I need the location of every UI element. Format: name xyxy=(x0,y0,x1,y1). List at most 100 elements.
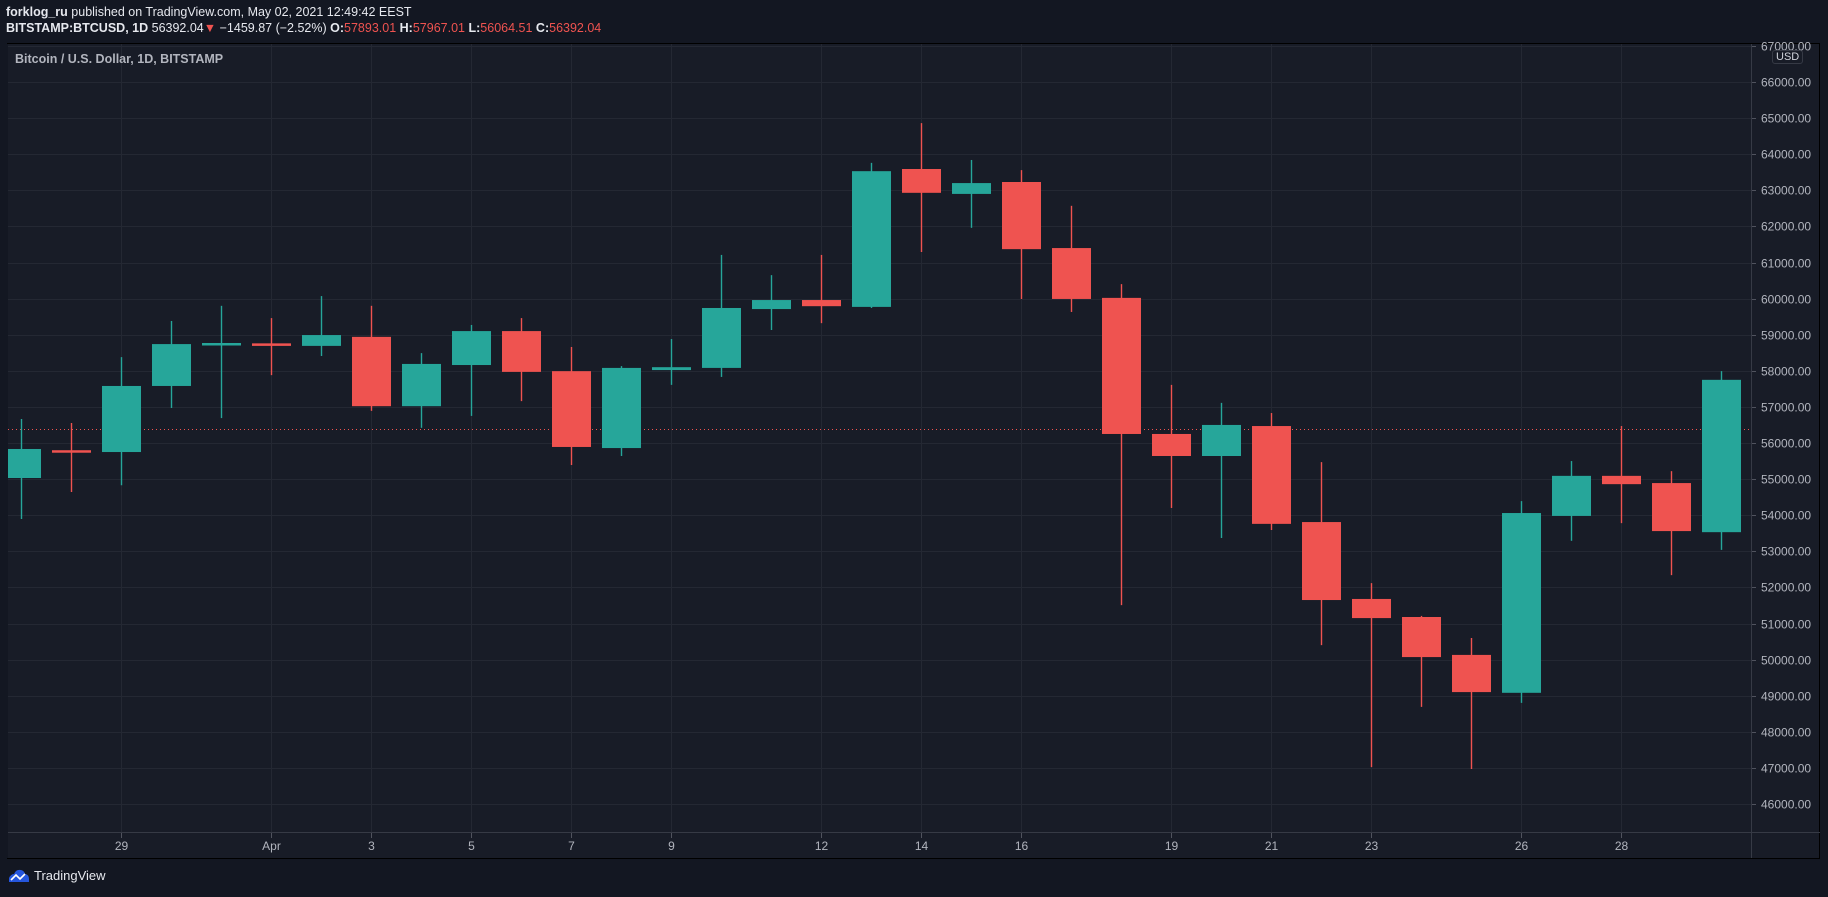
candle[interactable] xyxy=(802,254,841,324)
candle[interactable] xyxy=(52,423,91,492)
candle[interactable] xyxy=(852,162,891,308)
candle[interactable] xyxy=(952,159,991,228)
candle-body xyxy=(652,367,691,371)
time-axis-label: 12 xyxy=(815,839,829,853)
candle[interactable] xyxy=(402,353,441,428)
time-axis-label: 9 xyxy=(668,839,675,853)
candle-body xyxy=(302,335,341,346)
price-axis-label: 64000.00 xyxy=(1761,148,1811,162)
candle[interactable] xyxy=(1352,583,1391,768)
candle-body xyxy=(452,331,491,366)
price-axis-label: 52000.00 xyxy=(1761,581,1811,595)
publish-info: forklog_ru published on TradingView.com,… xyxy=(6,5,412,19)
candle[interactable] xyxy=(752,275,791,331)
candle[interactable] xyxy=(2,418,41,519)
candle[interactable] xyxy=(652,339,691,385)
price-axis-label: 54000.00 xyxy=(1761,509,1811,523)
time-axis-label: 14 xyxy=(915,839,929,853)
candle[interactable] xyxy=(702,254,741,377)
time-axis-label: Apr xyxy=(262,839,281,853)
price-axis-label: 47000.00 xyxy=(1761,762,1811,776)
candle-body xyxy=(352,336,391,407)
open-label: O: xyxy=(330,21,345,35)
candle-body xyxy=(602,367,641,449)
candle[interactable] xyxy=(252,318,291,376)
candle[interactable] xyxy=(302,296,341,356)
chart-title: Bitcoin / U.S. Dollar, 1D, BITSTAMP xyxy=(15,52,224,66)
candle[interactable] xyxy=(1402,615,1441,707)
currency-badge[interactable]: USD xyxy=(1772,50,1804,64)
candle[interactable] xyxy=(102,357,141,486)
candle-body xyxy=(1452,654,1491,693)
tradingview-brand[interactable]: TradingView xyxy=(8,868,106,883)
candle[interactable] xyxy=(1702,371,1741,550)
candle-body xyxy=(1202,424,1241,456)
tradingview-logo-icon xyxy=(9,869,29,882)
close-value: 56392.04 xyxy=(549,21,602,35)
candle[interactable] xyxy=(502,318,541,402)
candle-body xyxy=(1402,617,1441,658)
candle[interactable] xyxy=(902,123,941,253)
candle-body xyxy=(1002,181,1041,250)
price-axis-label: 50000.00 xyxy=(1761,654,1811,668)
candle[interactable] xyxy=(602,366,641,456)
candle-body xyxy=(1302,522,1341,601)
published-text: published on TradingView.com, May 02, 20… xyxy=(71,5,412,19)
price-axis-label: 58000.00 xyxy=(1761,365,1811,379)
candle[interactable] xyxy=(1502,501,1541,703)
candle[interactable] xyxy=(352,305,391,411)
candle[interactable] xyxy=(1102,284,1141,606)
price-axis-label: 66000.00 xyxy=(1761,76,1811,90)
high-label: H: xyxy=(399,21,413,35)
time-axis-label: 3 xyxy=(368,839,375,853)
close-label: C: xyxy=(535,21,550,35)
candle[interactable] xyxy=(1252,413,1291,531)
candle-body xyxy=(252,343,291,346)
price-axis-label: 60000.00 xyxy=(1761,293,1811,307)
down-arrow-icon: ▼ xyxy=(203,21,217,35)
candle[interactable] xyxy=(1552,461,1591,541)
candle-body xyxy=(1602,475,1641,485)
time-axis-label: 29 xyxy=(115,839,129,853)
candle-body xyxy=(52,450,91,453)
candle[interactable] xyxy=(1002,170,1041,299)
open-value: 57893.01 xyxy=(344,21,397,35)
candle-body xyxy=(502,331,541,372)
candle-body xyxy=(1652,483,1691,532)
candle[interactable] xyxy=(552,346,591,466)
candle[interactable] xyxy=(152,320,191,408)
candle-body xyxy=(152,344,191,386)
candle[interactable] xyxy=(1152,384,1191,508)
candle-body xyxy=(202,343,241,346)
author-name[interactable]: forklog_ru xyxy=(6,5,68,19)
brand-name: TradingView xyxy=(34,868,106,883)
left-margin xyxy=(0,44,8,858)
symbol-label: BITSTAMP:BTCUSD, 1D xyxy=(6,21,149,35)
candle[interactable] xyxy=(1052,205,1091,312)
candle[interactable] xyxy=(1302,462,1341,646)
candle-body xyxy=(102,385,141,453)
candle-body xyxy=(402,363,441,407)
candle-body xyxy=(1552,475,1591,516)
time-axis-label: 7 xyxy=(568,839,575,853)
time-axis-label: 21 xyxy=(1265,839,1279,853)
price-change: −1459.87 (−2.52%) xyxy=(219,21,327,35)
candle-body xyxy=(552,371,591,447)
candle-body xyxy=(2,448,41,479)
candle[interactable] xyxy=(1652,471,1691,576)
last-price: 56392.04 xyxy=(151,21,204,35)
candle[interactable] xyxy=(1202,402,1241,538)
candle-body xyxy=(902,169,941,193)
low-label: L: xyxy=(468,21,481,35)
price-axis-label: 48000.00 xyxy=(1761,726,1811,740)
time-axis-label: 26 xyxy=(1515,839,1529,853)
candle[interactable] xyxy=(1602,426,1641,524)
candle[interactable] xyxy=(202,305,241,419)
time-axis-label: 16 xyxy=(1015,839,1029,853)
price-axis-label: 61000.00 xyxy=(1761,257,1811,271)
candle-body xyxy=(852,171,891,307)
candle[interactable] xyxy=(1452,637,1491,769)
candle[interactable] xyxy=(452,324,491,416)
price-axis-label: 55000.00 xyxy=(1761,473,1811,487)
